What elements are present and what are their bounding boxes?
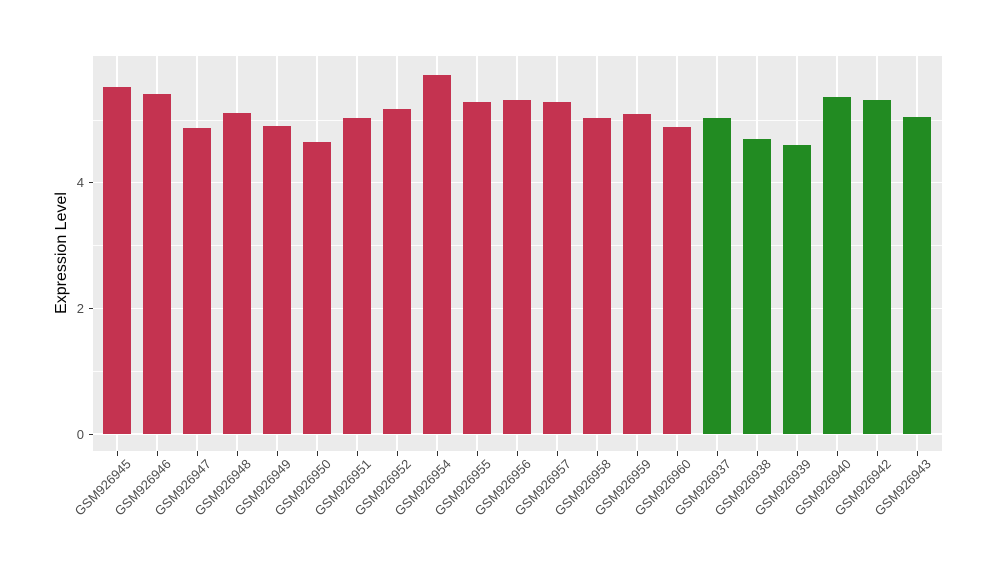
y-tick-label: 2 (76, 301, 84, 317)
bar-GSM926949 (263, 126, 291, 434)
x-axis-tick (797, 451, 799, 456)
bar-GSM926947 (183, 127, 211, 434)
x-axis-tick (717, 451, 719, 456)
bar-GSM926955 (463, 101, 491, 434)
x-axis-tick (117, 451, 119, 456)
bar-GSM926954 (423, 74, 451, 434)
x-axis-tick (917, 451, 919, 456)
bar-GSM926959 (623, 113, 651, 434)
y-tick-label: 0 (76, 427, 84, 442)
bar-GSM926958 (583, 117, 611, 434)
bar-GSM926952 (383, 109, 411, 434)
y-tick-label: 4 (76, 175, 84, 191)
x-axis-tick (677, 451, 679, 456)
bar-GSM926956 (503, 100, 531, 434)
x-axis-tick (437, 451, 439, 456)
bar-GSM926946 (143, 93, 171, 434)
x-axis-tick (757, 451, 759, 456)
bar-GSM926940 (823, 97, 851, 434)
x-axis-tick (237, 451, 239, 456)
bar-GSM926937 (703, 117, 731, 434)
x-axis-tick (277, 451, 279, 456)
x-axis-tick (157, 451, 159, 456)
x-axis-tick (597, 451, 599, 456)
x-axis-tick (197, 451, 199, 456)
bar-GSM926938 (743, 138, 771, 434)
bar-GSM926960 (663, 127, 691, 434)
bar-GSM926943 (903, 116, 931, 434)
bar-GSM926945 (103, 87, 131, 434)
bar-GSM926942 (863, 100, 891, 434)
bar-GSM926939 (783, 144, 811, 434)
y-axis-tick (88, 182, 93, 184)
x-axis-tick (317, 451, 319, 456)
plot-panel (93, 56, 942, 451)
x-axis-tick (517, 451, 519, 456)
bar-GSM926950 (303, 141, 331, 434)
x-axis-tick (397, 451, 399, 456)
y-axis-tick (88, 308, 93, 310)
y-axis-tick (88, 434, 93, 436)
x-axis-tick (477, 451, 479, 456)
bar-GSM926948 (223, 113, 251, 434)
bar-GSM926957 (543, 101, 571, 434)
x-axis-tick (357, 451, 359, 456)
x-axis-tick (837, 451, 839, 456)
x-axis-tick (637, 451, 639, 456)
y-axis-title: Expression Level (53, 192, 70, 314)
bar-GSM926951 (343, 118, 371, 434)
x-axis-tick (877, 451, 879, 456)
x-axis-tick (557, 451, 559, 456)
